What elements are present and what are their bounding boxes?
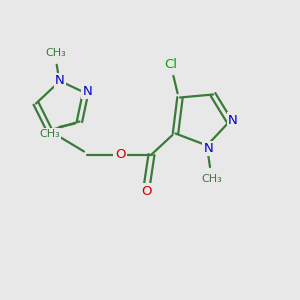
Text: N: N [55, 74, 65, 88]
Text: Cl: Cl [164, 58, 178, 71]
Text: CH₃: CH₃ [201, 173, 222, 184]
Text: N: N [82, 85, 92, 98]
Text: N: N [228, 113, 238, 127]
Text: O: O [142, 184, 152, 198]
Text: O: O [115, 148, 125, 161]
Text: N: N [204, 142, 213, 155]
Text: CH₃: CH₃ [45, 48, 66, 59]
Text: CH₃: CH₃ [39, 129, 60, 140]
